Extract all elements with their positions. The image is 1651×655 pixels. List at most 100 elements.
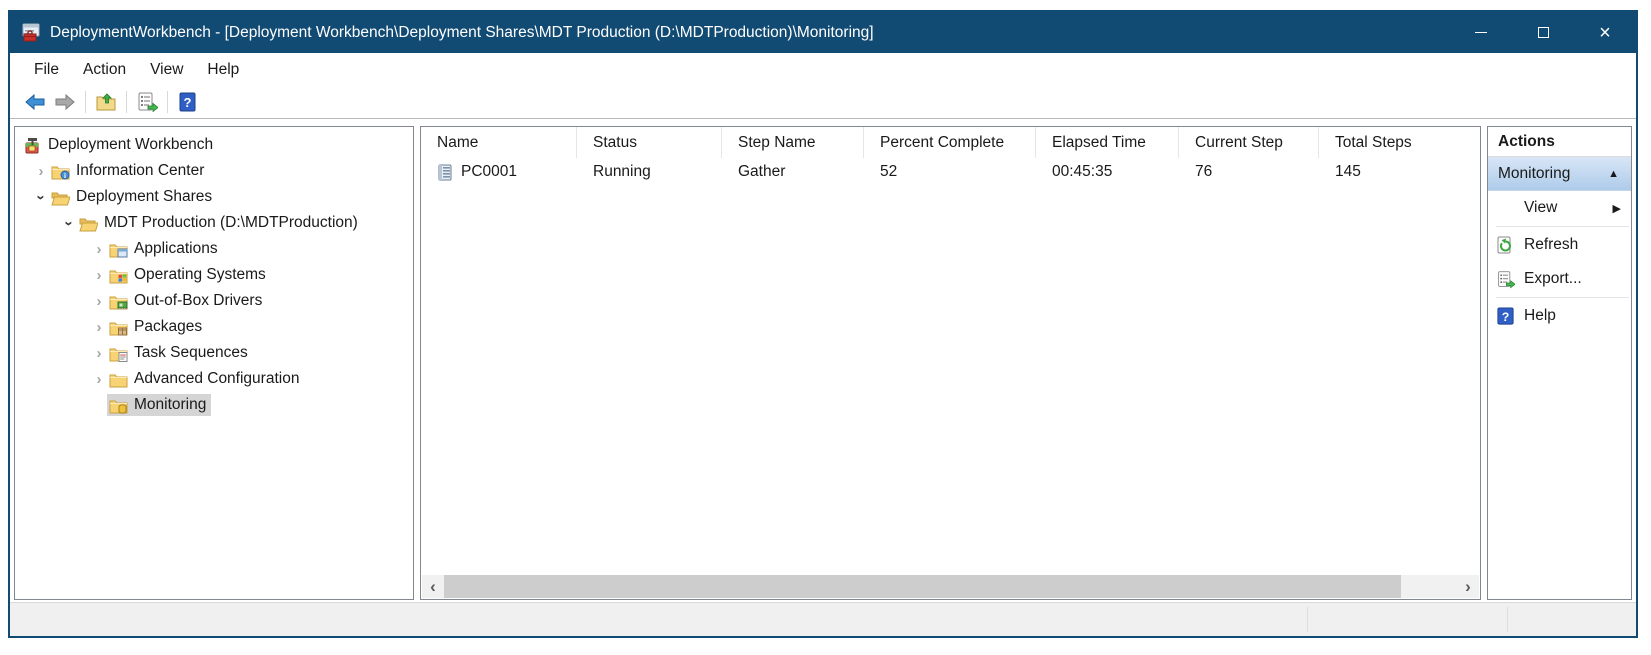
cell-status: Running xyxy=(593,163,651,180)
chevron-collapsed-icon[interactable]: › xyxy=(96,370,102,388)
menu-file[interactable]: File xyxy=(34,60,59,78)
tree-item-label: Operating Systems xyxy=(134,266,266,283)
console-tree-pane: Deployment Workbench › i Information Cen… xyxy=(14,126,414,600)
chevron-collapsed-icon[interactable]: › xyxy=(38,162,44,180)
actions-group-monitoring[interactable]: Monitoring ▲ xyxy=(1488,157,1631,191)
monitoring-folder-icon xyxy=(109,400,128,414)
forward-button[interactable] xyxy=(50,88,80,116)
chevron-collapsed-icon[interactable]: › xyxy=(96,344,102,362)
packages-folder-icon xyxy=(109,322,128,335)
tree-item-label: Information Center xyxy=(76,162,205,179)
menu-view[interactable]: View xyxy=(150,60,184,78)
scroll-right-arrow[interactable]: › xyxy=(1465,576,1471,596)
open-folder-icon xyxy=(79,218,98,231)
cell-total-steps: 145 xyxy=(1335,163,1361,180)
tree-item-information-center[interactable]: › i Information Center xyxy=(15,158,413,184)
chevron-expanded-icon[interactable]: › xyxy=(32,194,50,200)
cell-step-name: Gather xyxy=(738,163,786,180)
column-header-percent-complete[interactable]: Percent Complete xyxy=(864,127,1036,158)
tree-item-operating-systems[interactable]: › Operating Systems xyxy=(15,262,413,288)
column-header-current-step[interactable]: Current Step xyxy=(1179,127,1319,158)
tree-item-out-of-box-drivers[interactable]: › Out-of-Box Drivers xyxy=(15,288,413,314)
window-title: DeploymentWorkbench - [Deployment Workbe… xyxy=(50,23,874,41)
title-bar: DeploymentWorkbench - [Deployment Workbe… xyxy=(10,12,1636,53)
computer-icon xyxy=(438,164,452,180)
tree-item-deployment-workbench[interactable]: Deployment Workbench xyxy=(15,132,413,158)
help-button[interactable]: ? xyxy=(173,88,203,116)
table-row[interactable]: PC0001 Running Gather 52 00:45:35 76 145 xyxy=(421,158,1480,186)
collapse-up-icon[interactable]: ▲ xyxy=(1608,167,1619,180)
tree-item-label: Packages xyxy=(134,318,203,335)
chevron-collapsed-icon[interactable]: › xyxy=(96,266,102,284)
export-list-button[interactable] xyxy=(132,88,162,116)
tree-item-label: Deployment Workbench xyxy=(48,136,214,153)
status-bar xyxy=(10,602,1636,636)
status-bar-separator xyxy=(1507,607,1508,632)
export-icon xyxy=(1498,270,1515,288)
maximize-button[interactable] xyxy=(1512,12,1574,53)
action-label: Export... xyxy=(1524,270,1582,287)
action-label: View xyxy=(1524,199,1558,216)
drivers-folder-icon xyxy=(109,296,128,310)
svg-text:?: ? xyxy=(184,95,192,110)
tree-item-applications[interactable]: › Applications xyxy=(15,236,413,262)
refresh-icon xyxy=(1497,236,1511,253)
minimize-icon xyxy=(1475,32,1487,33)
chevron-collapsed-icon[interactable]: › xyxy=(96,240,102,258)
operating-systems-folder-icon xyxy=(109,270,128,283)
action-help[interactable]: ? Help xyxy=(1488,299,1631,333)
menu-action[interactable]: Action xyxy=(82,60,127,78)
forward-arrow-icon xyxy=(55,93,75,111)
tree-item-task-sequences[interactable]: › Task Sequences xyxy=(15,340,413,366)
menu-bar: File Action View Help xyxy=(10,53,1636,86)
scroll-left-arrow[interactable]: ‹ xyxy=(430,576,436,596)
chevron-collapsed-icon[interactable]: › xyxy=(96,318,102,336)
up-one-level-button[interactable] xyxy=(91,88,121,116)
actions-separator xyxy=(1496,226,1629,227)
toolbar-separator xyxy=(126,91,127,113)
chevron-expanded-icon[interactable]: › xyxy=(60,220,78,226)
tree-item-label: Task Sequences xyxy=(134,344,248,361)
toolbar-separator xyxy=(85,91,86,113)
help-icon: ? xyxy=(1497,306,1514,325)
column-header-step-name[interactable]: Step Name xyxy=(722,127,864,158)
action-label: Help xyxy=(1524,307,1556,324)
tree-item-mdt-production[interactable]: › MDT Production (D:\MDTProduction) xyxy=(15,210,413,236)
export-list-icon xyxy=(138,92,158,112)
open-folder-icon xyxy=(51,192,70,205)
toolbar-separator xyxy=(167,91,168,113)
action-export[interactable]: Export... xyxy=(1488,262,1631,296)
cell-percent-complete: 52 xyxy=(880,163,898,180)
column-header-name[interactable]: Name xyxy=(421,127,577,158)
tree-item-label: Advanced Configuration xyxy=(134,370,300,387)
menu-help[interactable]: Help xyxy=(207,60,240,78)
tree-item-label: Monitoring xyxy=(134,396,207,413)
selected-tree-item[interactable]: Monitoring xyxy=(107,394,212,416)
column-header-total-steps[interactable]: Total Steps xyxy=(1335,133,1412,151)
close-button[interactable]: × xyxy=(1574,12,1636,53)
close-icon: × xyxy=(1599,21,1611,44)
tree-item-deployment-shares[interactable]: › Deployment Shares xyxy=(15,184,413,210)
help-icon: ? xyxy=(179,92,196,112)
tree-item-advanced-configuration[interactable]: › Advanced Configuration xyxy=(15,366,413,392)
action-view[interactable]: View ▶ xyxy=(1488,191,1631,225)
chevron-collapsed-icon[interactable]: › xyxy=(96,292,102,310)
action-label: Refresh xyxy=(1524,236,1579,253)
cell-elapsed-time: 00:45:35 xyxy=(1052,163,1113,180)
tree-item-packages[interactable]: › Packages xyxy=(15,314,413,340)
information-center-folder-icon: i xyxy=(51,166,70,180)
tree-item-label: Out-of-Box Drivers xyxy=(134,292,263,309)
horizontal-scrollbar[interactable]: ‹ › xyxy=(422,575,1479,598)
tree-item-monitoring[interactable]: › Monitoring xyxy=(15,392,413,418)
back-button[interactable] xyxy=(20,88,50,116)
minimize-button[interactable] xyxy=(1450,12,1512,53)
applications-folder-icon xyxy=(109,244,128,257)
column-header-elapsed-time[interactable]: Elapsed Time xyxy=(1036,127,1179,158)
scrollbar-thumb[interactable] xyxy=(444,575,1401,598)
cell-name: PC0001 xyxy=(461,163,518,180)
maximize-icon xyxy=(1537,27,1549,38)
actions-separator xyxy=(1496,297,1629,298)
column-header-status[interactable]: Status xyxy=(577,127,722,158)
action-refresh[interactable]: Refresh xyxy=(1488,228,1631,262)
toolbar: ? xyxy=(10,86,1636,119)
